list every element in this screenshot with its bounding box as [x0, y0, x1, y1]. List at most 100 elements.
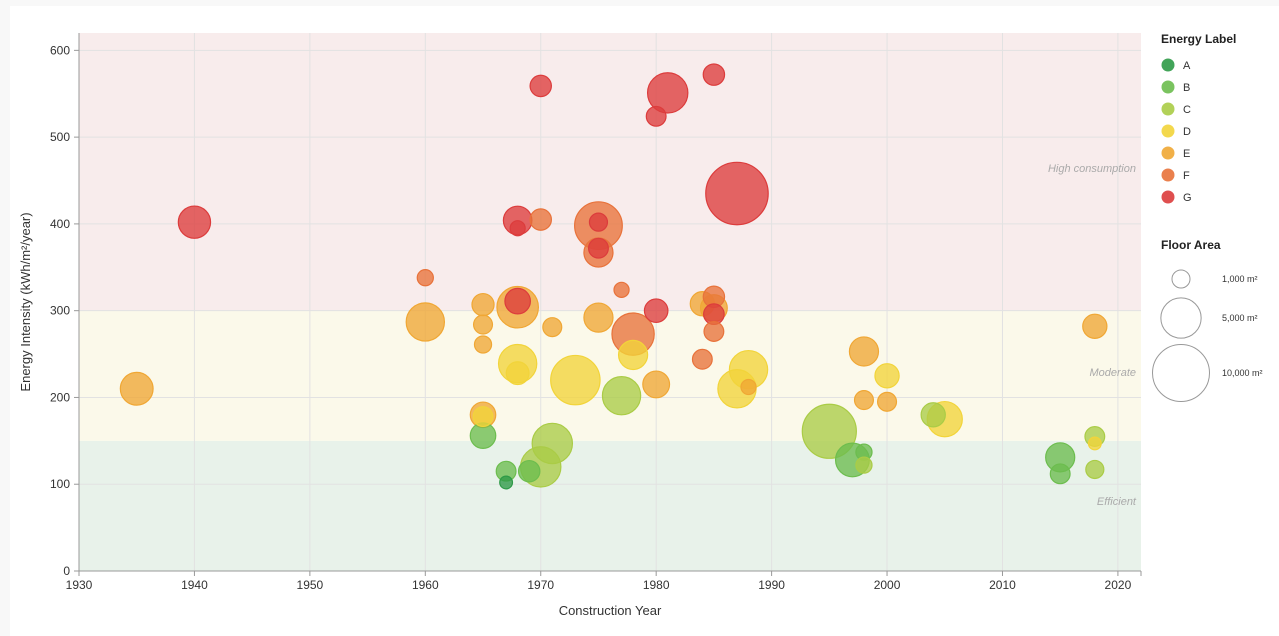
bubble — [531, 422, 574, 465]
bubble — [529, 74, 553, 98]
bubble — [1085, 459, 1105, 480]
legend-label-E: E — [1183, 148, 1190, 160]
x-tick-label: 1940 — [181, 578, 208, 592]
y-tick-label: 200 — [50, 390, 70, 404]
x-ticks: 1930 1940 1950 1960 1970 1980 1990 2000 2010 2020 — [66, 571, 1142, 592]
bubble — [643, 298, 669, 324]
y-tick-label: 400 — [50, 217, 70, 231]
bubble — [646, 72, 689, 114]
bubble — [472, 314, 494, 335]
bubble — [801, 403, 857, 459]
y-tick-label: 100 — [50, 477, 70, 491]
bubble — [588, 212, 609, 232]
x-tick-label: 1930 — [66, 578, 93, 592]
size-legend-circle — [1171, 269, 1191, 289]
bubble — [642, 370, 671, 399]
band-labels: Efficient Moderate High consumption — [1048, 163, 1137, 508]
bubble — [691, 348, 713, 370]
floor-area-legend-title: Floor Area — [1161, 238, 1221, 252]
legend-swatch-C — [1161, 102, 1175, 116]
bubble — [587, 237, 609, 259]
band-2 — [79, 33, 1141, 311]
legend-swatch-G — [1161, 190, 1175, 204]
energy-label-legend-title: Energy Label — [1161, 32, 1236, 46]
size-legend-label: 1,000 m² — [1222, 274, 1258, 284]
bubble — [119, 371, 154, 406]
bubble — [1082, 313, 1108, 339]
bubble — [740, 378, 757, 396]
bubble — [853, 390, 875, 411]
legend-swatch-F — [1161, 168, 1175, 182]
x-tick-label: 1970 — [527, 578, 554, 592]
bubble — [705, 161, 769, 226]
x-tick-label: 1950 — [297, 578, 324, 592]
bubble — [499, 475, 514, 490]
bubbles — [119, 63, 1108, 490]
x-tick-label: 1980 — [643, 578, 670, 592]
bubble — [583, 302, 614, 333]
bubble — [504, 287, 531, 315]
legend-label-B: B — [1183, 82, 1190, 94]
x-tick-label: 1960 — [412, 578, 439, 592]
floor-area-legend: Floor Area 1,000 m² 5,000 m² 10,000 m² — [1152, 238, 1263, 402]
bubble — [613, 281, 630, 298]
band-0 — [79, 440, 1141, 571]
x-tick-label: 1990 — [758, 578, 785, 592]
size-legend-circle — [1152, 344, 1210, 402]
y-tick-label: 600 — [50, 43, 70, 57]
bubble — [542, 317, 563, 338]
axes — [78, 33, 1141, 572]
legend-label-C: C — [1183, 104, 1191, 116]
band-label: High consumption — [1048, 163, 1136, 175]
y-tick-label: 500 — [50, 130, 70, 144]
bubble — [848, 336, 880, 367]
x-tick-label: 2010 — [989, 578, 1016, 592]
bubble — [550, 354, 601, 406]
legend-label-G: G — [1183, 192, 1192, 204]
size-legend-label: 10,000 m² — [1222, 368, 1263, 378]
y-tick-label: 300 — [50, 304, 70, 318]
bubble — [920, 402, 946, 428]
y-tick-label: 0 — [63, 564, 70, 578]
bubble — [405, 302, 446, 342]
size-legend-label: 5,000 m² — [1222, 313, 1258, 323]
band-label: Moderate — [1090, 367, 1136, 379]
bubble — [416, 269, 434, 287]
bubble — [645, 105, 667, 127]
legend-swatch-A — [1161, 58, 1175, 72]
y-ticks: 0 100 200 300 400 500 600 — [50, 43, 79, 578]
band-1 — [79, 310, 1141, 441]
y-axis-title: Energy Intensity (kWh/m²/year) — [18, 212, 33, 391]
legend-label-A: A — [1183, 60, 1191, 72]
bubble — [1087, 436, 1102, 451]
bubble — [471, 292, 495, 317]
x-axis-title: Construction Year — [559, 603, 662, 618]
legend-swatch-E — [1161, 146, 1175, 160]
bubble — [874, 363, 900, 389]
legend-swatch-B — [1161, 80, 1175, 94]
bubble — [702, 63, 726, 86]
bubble — [472, 406, 494, 428]
x-tick-label: 2020 — [1105, 578, 1132, 592]
legend-label-D: D — [1183, 126, 1191, 138]
bubble — [517, 459, 541, 483]
bubble — [509, 220, 526, 237]
bubble — [505, 361, 530, 386]
bubble — [617, 339, 649, 371]
bubble — [1049, 463, 1071, 485]
bubble — [601, 375, 642, 416]
size-legend-circle — [1160, 297, 1202, 339]
bubble — [703, 321, 725, 342]
band-label: Efficient — [1097, 496, 1137, 508]
consumption-bands — [79, 33, 1141, 571]
bubble — [473, 335, 493, 354]
legend-label-F: F — [1183, 170, 1190, 182]
bubble — [529, 208, 553, 231]
bubble — [855, 456, 873, 474]
x-tick-label: 2000 — [874, 578, 901, 592]
bubble — [177, 205, 212, 239]
legend-swatch-D — [1161, 124, 1175, 138]
bubble — [876, 391, 898, 412]
